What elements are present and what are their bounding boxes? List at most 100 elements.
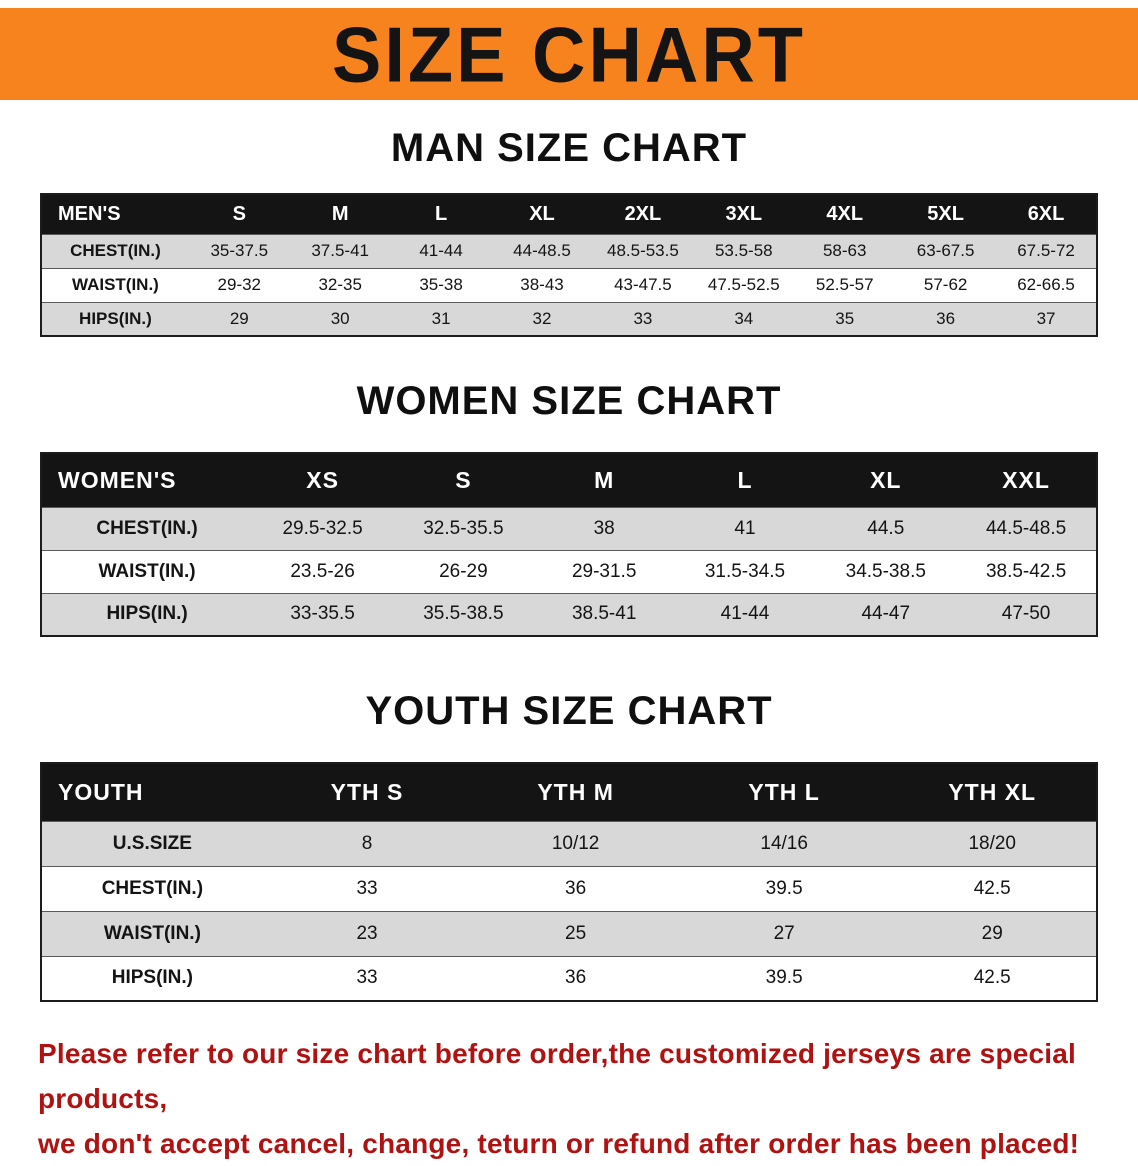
youth-header-cell: YTH L: [679, 763, 889, 821]
men-section: MAN SIZE CHART MEN'S S M L XL 2XL 3XL 4XL 5XL 6XL…: [0, 126, 1138, 337]
women-header-cell: XS: [252, 453, 393, 507]
youth-cell: 23: [356, 922, 378, 944]
men-cell: 52.5-57: [815, 275, 874, 294]
women-row: WAIST(IN.) 23.5-26 26-29 29-31.5 31.5-34.5 34…: [41, 550, 1097, 593]
women-size-table: WOMEN'S XS S M L XL XXL CHEST(IN.) 29.5-32.5 32.5…: [40, 452, 1098, 637]
men-header-cell: L: [390, 194, 492, 234]
youth-cell: 8: [361, 832, 373, 854]
youth-size-table: YOUTH YTH S YTH M YTH L YTH XL U.S.SIZE 8 10/12…: [40, 762, 1098, 1002]
men-cell: 32: [532, 308, 552, 328]
women-section: WOMEN SIZE CHART WOMEN'S XS S M L XL XXL CHEST(…: [0, 379, 1138, 637]
men-header-row: MEN'S S M L XL 2XL 3XL 4XL 5XL 6XL: [41, 194, 1097, 234]
women-table-title: WOMEN'S: [41, 453, 253, 507]
disclaimer-note: Please refer to our size chart before or…: [38, 1032, 1100, 1166]
men-cell: 35-38: [419, 275, 463, 294]
youth-heading: YOUTH SIZE CHART: [365, 689, 773, 733]
men-cell: 32-35: [318, 275, 362, 294]
women-cell: 41-44: [720, 603, 770, 625]
men-row: WAIST(IN.) 29-32 32-35 35-38 38-43 43-47.5 47.…: [41, 268, 1097, 302]
youth-row-label: WAIST(IN.): [103, 922, 201, 944]
women-header-cell: M: [533, 453, 675, 507]
men-cell: 38-43: [520, 275, 564, 294]
banner: SIZE CHART: [0, 8, 1138, 100]
men-cell: 44-48.5: [513, 241, 571, 260]
men-header-cell: 2XL: [592, 194, 694, 234]
women-cell: 29.5-32.5: [282, 517, 363, 539]
youth-cell: 39.5: [765, 967, 803, 989]
men-header-cell: 6XL: [996, 194, 1097, 234]
size-chart-page: SIZE CHART MAN SIZE CHART MEN'S S M L XL 2XL 3…: [0, 8, 1138, 1159]
men-cell: 48.5-53.5: [606, 241, 679, 260]
disclaimer-line-2: we don't accept cancel, change, teturn o…: [38, 1127, 1080, 1159]
women-row-label: CHEST(IN.): [96, 517, 198, 539]
youth-row: HIPS(IN.) 33 36 39.5 42.5: [41, 956, 1097, 1001]
men-row-label: WAIST(IN.): [71, 275, 159, 294]
women-row: HIPS(IN.) 33-35.5 35.5-38.5 38.5-41 41-44 44-…: [41, 593, 1097, 636]
men-header-cell: M: [289, 194, 391, 234]
men-row: HIPS(IN.) 29 30 31 32 33 34 35 36 37: [41, 302, 1097, 336]
men-cell: 62-66.5: [1017, 275, 1075, 294]
youth-table-title: YOUTH: [41, 763, 263, 821]
youth-header-row: YOUTH YTH S YTH M YTH L YTH XL: [41, 763, 1097, 821]
women-cell: 26-29: [439, 560, 488, 582]
women-cell: 23.5-26: [290, 560, 355, 582]
men-size-table: MEN'S S M L XL 2XL 3XL 4XL 5XL 6XL CHEST(IN.) 35-37…: [40, 193, 1098, 337]
men-cell: 47.5-52.5: [707, 275, 780, 294]
women-header-row: WOMEN'S XS S M L XL XXL: [41, 453, 1097, 507]
men-cell: 35: [835, 308, 855, 328]
men-header-cell: 5XL: [895, 194, 997, 234]
men-cell: 58-63: [822, 241, 867, 260]
women-row-label: WAIST(IN.): [98, 560, 196, 582]
women-header-cell: XL: [815, 453, 957, 507]
page-title: SIZE CHART: [332, 10, 806, 98]
youth-cell: 33: [356, 877, 378, 899]
youth-header-cell: YTH XL: [888, 763, 1097, 821]
women-cell: 47-50: [1001, 603, 1051, 625]
youth-header-cell: YTH M: [471, 763, 680, 821]
men-cell: 53.5-58: [714, 241, 773, 260]
men-cell: 31: [431, 308, 451, 328]
youth-cell: 42.5: [973, 877, 1011, 899]
youth-cell: 29: [981, 922, 1003, 944]
women-cell: 44.5: [867, 517, 905, 539]
women-cell: 38.5-41: [571, 603, 637, 625]
women-cell: 33-35.5: [290, 603, 355, 625]
men-row-label: CHEST(IN.): [70, 241, 161, 260]
youth-row-label: HIPS(IN.): [111, 967, 194, 989]
men-heading: MAN SIZE CHART: [390, 126, 748, 170]
men-header-cell: 4XL: [794, 194, 896, 234]
youth-cell: 33: [356, 967, 378, 989]
youth-row-label: U.S.SIZE: [112, 832, 192, 854]
men-row-label: HIPS(IN.): [79, 308, 152, 328]
men-cell: 36: [936, 308, 956, 328]
women-cell: 44-47: [861, 603, 911, 625]
youth-cell: 36: [565, 877, 587, 899]
women-header-cell: XXL: [956, 453, 1097, 507]
youth-cell: 10/12: [551, 832, 600, 854]
youth-cell: 42.5: [973, 967, 1011, 989]
men-cell: 63-67.5: [916, 241, 975, 260]
youth-cell: 18/20: [968, 832, 1016, 854]
youth-row-label: CHEST(IN.): [101, 877, 204, 899]
youth-row: WAIST(IN.) 23 25 27 29: [41, 911, 1097, 956]
youth-section: YOUTH SIZE CHART YOUTH YTH S YTH M YTH L YTH…: [0, 689, 1138, 1002]
women-row-label: HIPS(IN.): [106, 603, 188, 625]
women-cell: 35.5-38.5: [423, 603, 504, 625]
men-header-cell: S: [188, 194, 290, 234]
women-cell: 32.5-35.5: [423, 517, 504, 539]
women-cell: 41: [734, 517, 756, 539]
youth-row: U.S.SIZE 8 10/12 14/16 18/20: [41, 821, 1097, 866]
youth-header-cell: YTH S: [262, 763, 472, 821]
men-table-title: MEN'S: [41, 194, 189, 234]
men-header-cell: 3XL: [693, 194, 795, 234]
men-cell: 41-44: [419, 241, 463, 260]
men-cell: 30: [330, 308, 350, 328]
youth-cell: 36: [565, 967, 587, 989]
women-cell: 38.5-42.5: [985, 560, 1067, 582]
youth-row: CHEST(IN.) 33 36 39.5 42.5: [41, 866, 1097, 911]
men-cell: 35-37.5: [210, 241, 269, 260]
men-cell: 37.5-41: [311, 241, 370, 260]
disclaimer-line-1: Please refer to our size chart before or…: [38, 1038, 1077, 1114]
men-row: CHEST(IN.) 35-37.5 37.5-41 41-44 44-48.5 48.5…: [41, 234, 1097, 268]
women-cell: 44.5-48.5: [985, 517, 1067, 539]
